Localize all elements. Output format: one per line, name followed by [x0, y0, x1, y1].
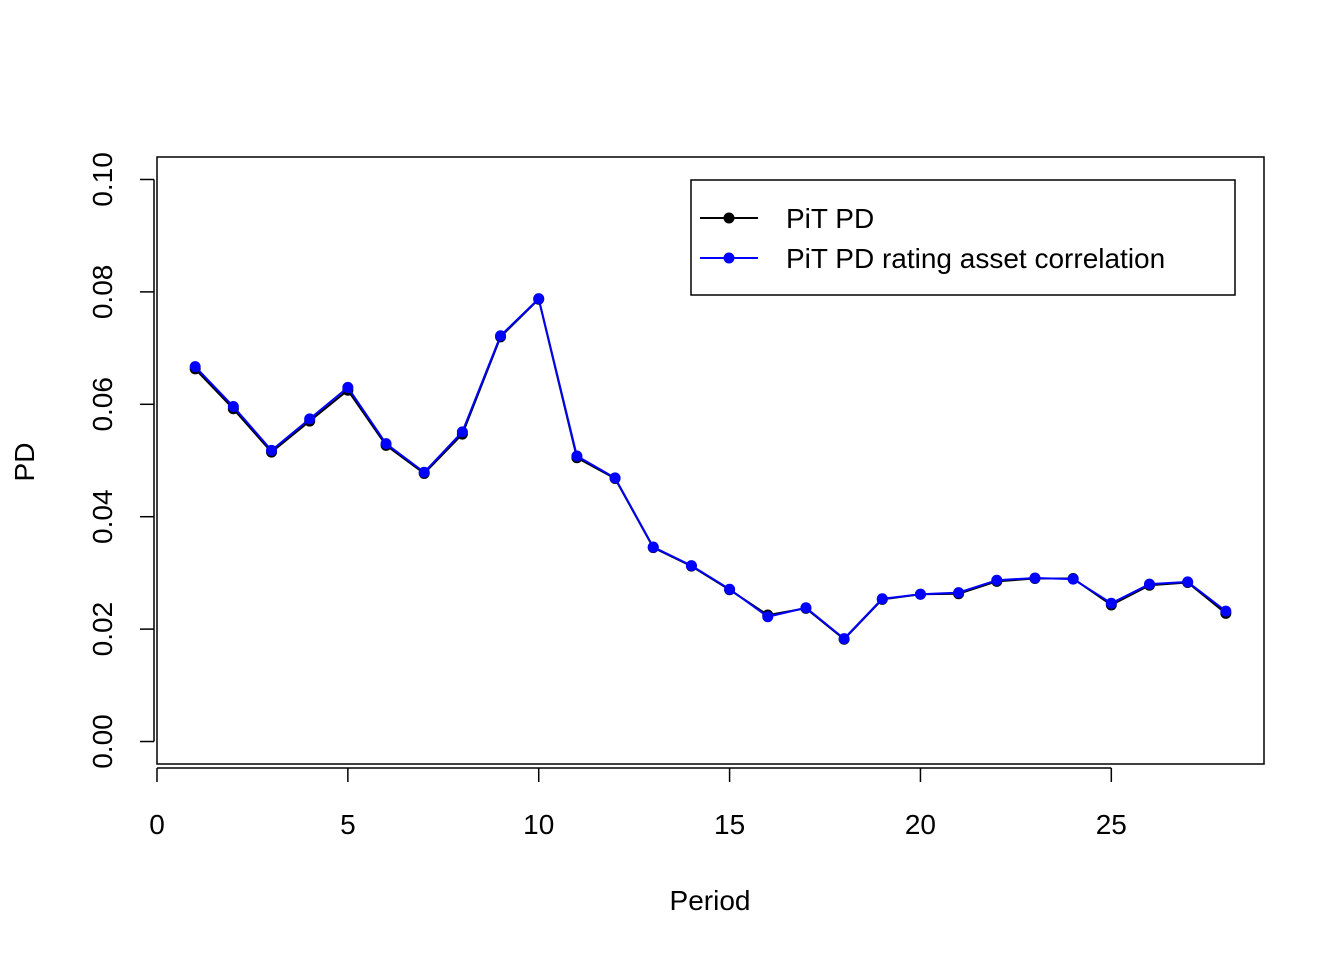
- legend-label: PiT PD: [786, 203, 874, 234]
- series-2: [189, 293, 1232, 645]
- data-point: [1143, 578, 1155, 590]
- data-point: [609, 472, 621, 484]
- y-tick-label: 0.10: [87, 152, 118, 207]
- y-tick-label: 0.00: [87, 714, 118, 769]
- series-line: [194, 296, 1227, 641]
- x-tick-label: 20: [905, 809, 936, 840]
- x-tick-label: 15: [714, 809, 745, 840]
- data-point: [495, 330, 507, 342]
- data-point: [418, 466, 430, 478]
- data-point: [189, 361, 201, 373]
- legend-marker: [723, 212, 735, 224]
- legend: PiT PD PiT PD rating asset correlation: [690, 179, 1236, 296]
- data-point: [991, 574, 1003, 586]
- data-point: [1067, 573, 1079, 585]
- data-point: [456, 426, 468, 438]
- data-point: [342, 381, 354, 393]
- series-layer: [189, 293, 1232, 645]
- legend-label: PiT PD rating asset correlation: [786, 243, 1165, 274]
- y-tick-label: 0.06: [87, 377, 118, 432]
- data-point: [724, 583, 736, 595]
- x-tick-label: 5: [340, 809, 356, 840]
- data-point: [1220, 605, 1232, 617]
- data-point: [266, 444, 278, 456]
- data-point: [1029, 572, 1041, 584]
- data-point: [1182, 576, 1194, 588]
- series-1: [189, 293, 1232, 645]
- data-point: [380, 438, 392, 450]
- data-point: [227, 401, 239, 413]
- data-point: [1105, 597, 1117, 609]
- data-point: [647, 541, 659, 553]
- data-point: [876, 593, 888, 605]
- legend-marker: [723, 252, 735, 264]
- y-axis-title: PD: [9, 443, 40, 482]
- y-tick-label: 0.08: [87, 265, 118, 320]
- legend-box: [690, 179, 1236, 296]
- x-tick-label: 10: [523, 809, 554, 840]
- x-tick-label: 0: [149, 809, 165, 840]
- data-point: [800, 602, 812, 614]
- data-point: [838, 633, 850, 645]
- x-axis-title: Period: [670, 885, 751, 916]
- data-point: [685, 560, 697, 572]
- data-point: [304, 413, 316, 425]
- y-tick-label: 0.02: [87, 602, 118, 657]
- data-point: [571, 450, 583, 462]
- data-point: [762, 611, 774, 623]
- y-axis: 0.00 0.02 0.04 0.06 0.08 0.10: [87, 152, 155, 769]
- data-point: [953, 587, 965, 599]
- data-point: [914, 588, 926, 600]
- series-line: [194, 297, 1227, 641]
- data-point: [533, 293, 545, 305]
- x-tick-label: 25: [1096, 809, 1127, 840]
- y-tick-label: 0.04: [87, 489, 118, 544]
- plot-frame: [156, 156, 1265, 765]
- x-axis: 0 5 10 15 20 25: [149, 767, 1127, 840]
